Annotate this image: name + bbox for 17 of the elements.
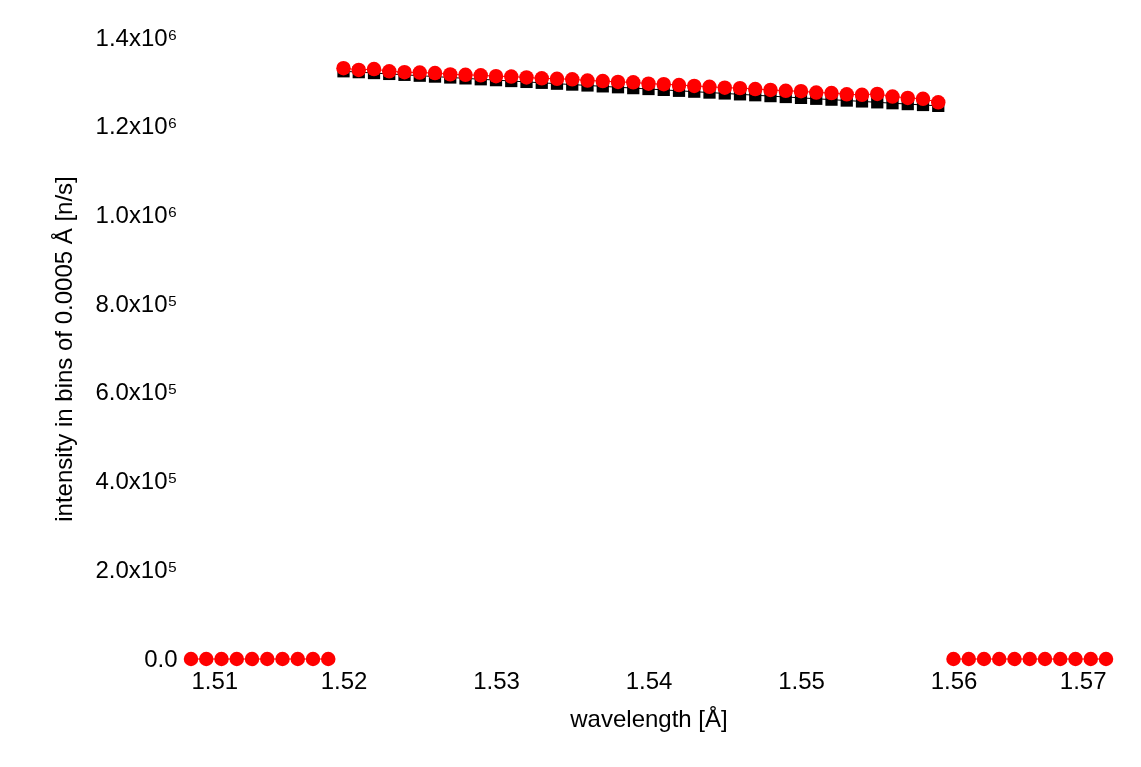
x-tick-label: 1.51: [191, 666, 239, 694]
y-tick-label: 1.2x10⁶: [95, 112, 178, 140]
y-tick-label: 0.0: [144, 644, 178, 672]
x-tick-label: 1.56: [930, 666, 978, 694]
x-tick-label: 1.55: [778, 666, 825, 694]
y-tick-label: 8.0x10⁵: [95, 289, 178, 317]
y-tick-label: 2.0x10⁵: [95, 555, 178, 583]
x-tick-label: 1.57: [1059, 666, 1107, 694]
x-tick-label: 1.52: [320, 666, 368, 694]
y-tick-label: 1.0x10⁶: [95, 200, 178, 228]
x-tick-label: 1.53: [473, 666, 520, 694]
y-tick-label: 1.4x10⁶: [95, 23, 178, 51]
y-tick-label: 4.0x10⁵: [95, 467, 178, 495]
x-tick-label: 1.54: [625, 666, 673, 694]
y-tick-label: 6.0x10⁵: [95, 378, 178, 406]
y-axis-title: intensity in bins of 0.0005 Å [n/s]: [50, 176, 78, 522]
x-axis-title: wavelength [Å]: [569, 704, 728, 732]
